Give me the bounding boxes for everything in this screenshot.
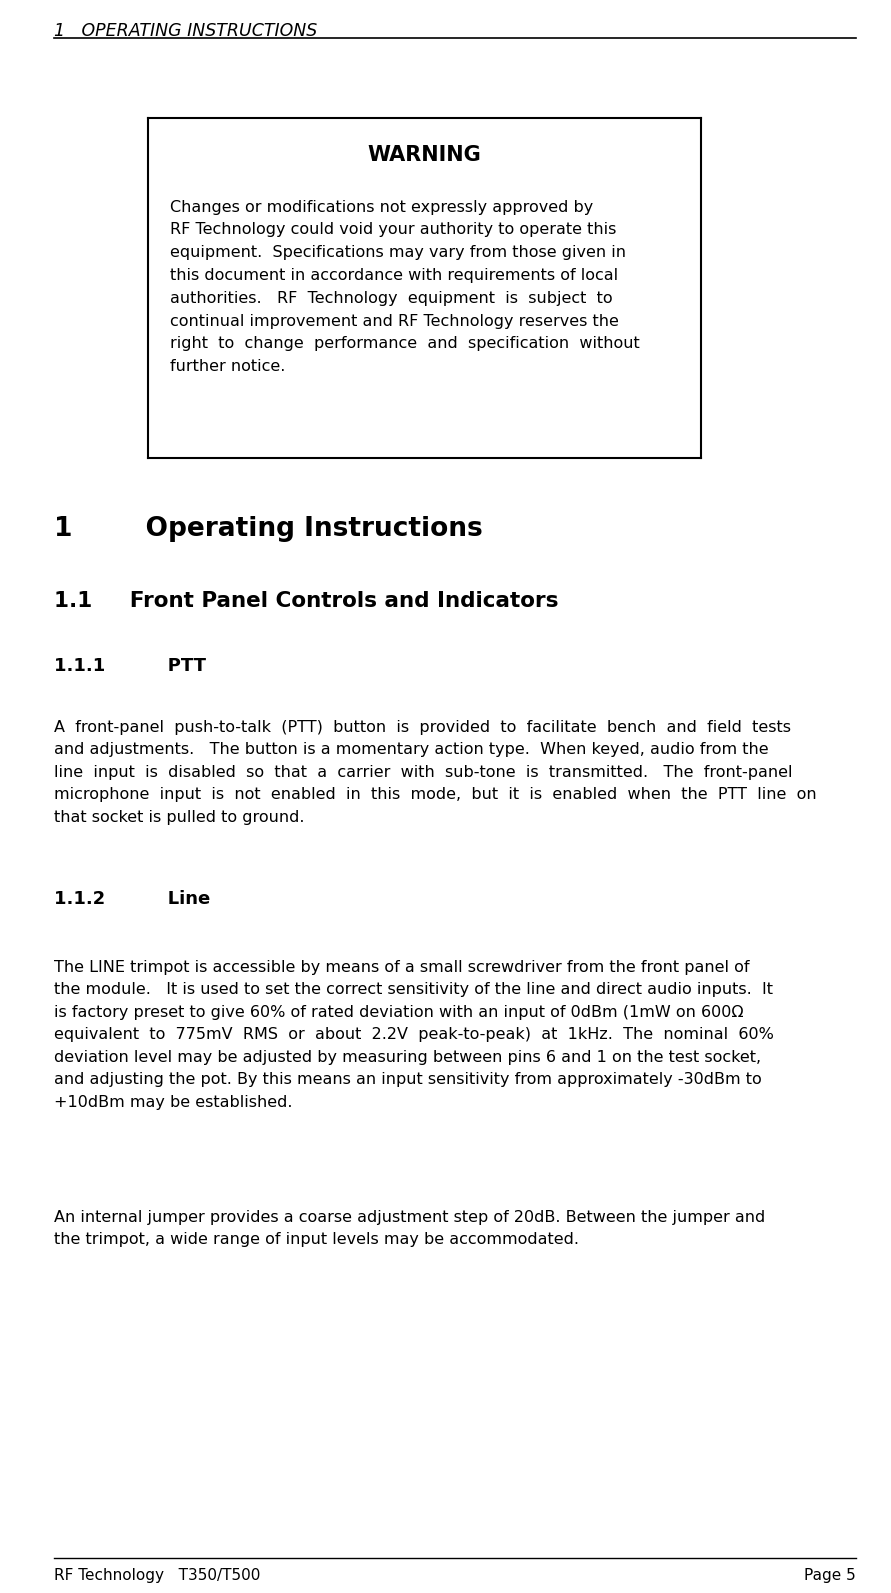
- Text: A  front-panel  push-to-talk  (PTT)  button  is  provided  to  facilitate  bench: A front-panel push-to-talk (PTT) button …: [54, 720, 817, 825]
- Text: 1.1.1          PTT: 1.1.1 PTT: [54, 656, 206, 675]
- Text: RF Technology   T350/T500: RF Technology T350/T500: [54, 1568, 260, 1583]
- Text: 1   OPERATING INSTRUCTIONS: 1 OPERATING INSTRUCTIONS: [54, 22, 317, 40]
- Text: 1.1.2          Line: 1.1.2 Line: [54, 890, 210, 908]
- Text: Changes or modifications not expressly approved by
RF Technology could void your: Changes or modifications not expressly a…: [170, 199, 640, 374]
- Text: WARNING: WARNING: [368, 145, 481, 166]
- Text: 1        Operating Instructions: 1 Operating Instructions: [54, 516, 483, 542]
- Text: The LINE trimpot is accessible by means of a small screwdriver from the front pa: The LINE trimpot is accessible by means …: [54, 961, 774, 1110]
- Text: An internal jumper provides a coarse adjustment step of 20dB. Between the jumper: An internal jumper provides a coarse adj…: [54, 1211, 765, 1247]
- Text: Page 5: Page 5: [805, 1568, 856, 1583]
- Text: 1.1     Front Panel Controls and Indicators: 1.1 Front Panel Controls and Indicators: [54, 591, 559, 612]
